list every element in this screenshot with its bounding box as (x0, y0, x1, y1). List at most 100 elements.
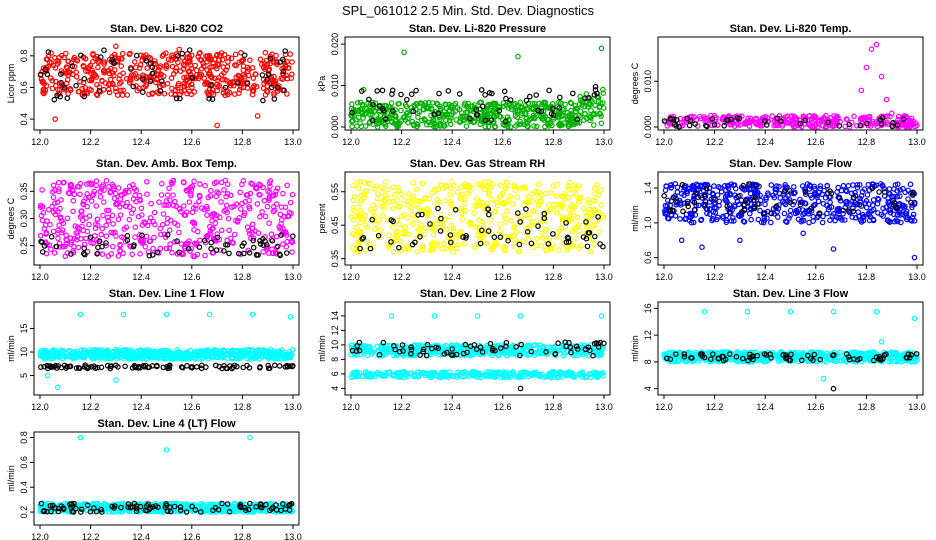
data-point (258, 61, 265, 67)
data-point (118, 56, 124, 62)
data-point (409, 221, 416, 228)
data-point (553, 193, 560, 199)
data-point (746, 123, 753, 129)
data-point (590, 122, 597, 128)
data-point (218, 199, 224, 205)
data-point (574, 116, 581, 123)
x-tick-label: 12.4 (443, 402, 461, 412)
panel-title: Stan. Dev. Sample Flow (729, 158, 852, 170)
data-point (388, 100, 395, 106)
data-point (709, 122, 715, 129)
data-point (250, 244, 257, 251)
outlier-point (52, 116, 59, 122)
outlier-point (699, 244, 705, 251)
data-point (390, 184, 396, 190)
data-point (210, 60, 216, 66)
x-tick-label: 13.0 (595, 402, 613, 412)
series-lower-band (348, 368, 607, 381)
data-point (244, 80, 251, 87)
data-point (175, 80, 182, 87)
data-point (164, 192, 171, 198)
data-point (375, 120, 382, 126)
data-point (415, 114, 421, 120)
data-point (216, 82, 223, 89)
data-point (504, 208, 511, 214)
data-point (276, 363, 283, 369)
data-point (163, 63, 170, 69)
data-point (410, 180, 417, 186)
data-point (152, 65, 158, 72)
panel-4: Stan. Dev. Amb. Box Temp.12.0 12.2 12.4 12.… (6, 158, 302, 282)
data-point (107, 56, 113, 63)
data-point (454, 189, 461, 195)
data-point (482, 117, 489, 124)
data-point (159, 53, 166, 60)
data-point (414, 248, 421, 255)
data-point (845, 183, 852, 189)
data-point (149, 70, 156, 77)
data-point (149, 91, 155, 97)
data-point (413, 121, 420, 127)
data-point (419, 180, 426, 187)
data-point (596, 229, 603, 235)
y-tick-label: 0.55 (330, 183, 340, 201)
data-point (49, 85, 56, 92)
data-point (58, 68, 65, 74)
data-point (219, 56, 226, 63)
data-point (62, 85, 68, 91)
data-point (514, 210, 521, 216)
data-point (39, 249, 46, 255)
data-point (376, 103, 383, 110)
data-point (386, 232, 392, 239)
series-black (349, 83, 600, 125)
data-point (550, 105, 556, 112)
data-point (176, 229, 182, 236)
data-point (546, 235, 553, 242)
data-point (437, 228, 444, 234)
data-point (124, 232, 131, 239)
data-point (512, 101, 518, 107)
data-point (113, 88, 119, 95)
data-point (514, 114, 521, 121)
data-point (496, 113, 503, 120)
data-point (598, 202, 605, 208)
x-tick-label: 12.4 (132, 137, 150, 147)
data-point (533, 236, 540, 242)
data-point (508, 217, 514, 224)
data-point (447, 115, 454, 121)
data-point (900, 116, 907, 123)
outlier-point (883, 96, 890, 103)
data-point (44, 71, 51, 78)
data-point (247, 57, 253, 64)
outlier-point (254, 113, 261, 119)
data-point (140, 53, 147, 60)
outlier-point (515, 53, 521, 60)
data-point (236, 90, 242, 96)
data-point (755, 216, 762, 223)
data-point (260, 97, 266, 104)
x-tick-label: 12.8 (234, 402, 252, 412)
panel-title: Stan. Dev. Gas Stream RH (410, 158, 546, 170)
series-black (37, 47, 289, 104)
data-point (445, 88, 452, 94)
data-point (202, 252, 208, 259)
data-point (115, 185, 122, 191)
data-point (403, 96, 410, 103)
data-point (49, 77, 56, 84)
data-point (199, 362, 205, 369)
data-point (388, 118, 395, 125)
panel-title: Stan. Dev. Li-820 Pressure (409, 23, 546, 35)
data-point (268, 84, 275, 91)
data-point (196, 50, 203, 57)
data-point (533, 92, 540, 98)
data-point (353, 224, 359, 231)
y-axis-label: ml/min (317, 335, 327, 362)
data-point (262, 213, 269, 220)
data-point (533, 218, 539, 225)
data-point (246, 66, 252, 72)
data-point (188, 81, 195, 88)
data-point (54, 92, 60, 99)
data-point (811, 124, 818, 130)
data-point (358, 109, 365, 116)
data-point (231, 231, 238, 238)
